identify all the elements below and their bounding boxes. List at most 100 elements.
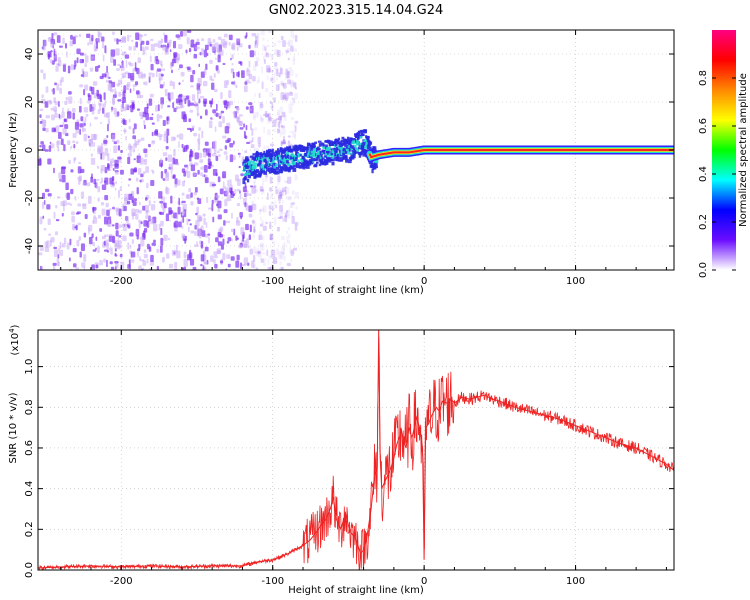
noise-blob <box>143 253 148 259</box>
noise-blob <box>180 212 183 218</box>
snr-scale-exp: 4 <box>8 328 16 333</box>
noise-blob <box>72 263 77 268</box>
noise-blob <box>198 63 201 68</box>
noise-blob <box>237 116 241 124</box>
noise-blob <box>78 175 82 182</box>
noise-blob <box>149 116 154 121</box>
noise-blob <box>279 210 283 219</box>
signal-blob <box>252 153 256 156</box>
noise-blob <box>223 220 226 226</box>
noise-blob <box>285 98 289 101</box>
noise-blob <box>238 244 243 249</box>
noise-blob <box>277 115 282 121</box>
noise-blob <box>50 237 55 243</box>
noise-blob <box>282 199 284 205</box>
noise-blob <box>136 187 139 195</box>
signal-blob <box>326 153 330 158</box>
noise-blob <box>128 46 132 51</box>
noise-blob <box>225 268 228 270</box>
noise-blob <box>289 91 293 95</box>
signal-blob <box>345 151 348 155</box>
signal-blob <box>346 144 350 149</box>
noise-blob <box>206 196 209 204</box>
noise-blob <box>249 185 254 188</box>
noise-blob <box>99 228 103 232</box>
signal-blob <box>258 162 262 167</box>
noise-blob <box>252 75 256 82</box>
signal-blob <box>242 178 247 181</box>
noise-blob <box>197 198 202 204</box>
noise-blob <box>287 226 290 231</box>
noise-blob <box>145 113 149 121</box>
noise-blob <box>196 102 199 111</box>
noise-blob <box>46 240 50 248</box>
noise-blob <box>279 67 283 75</box>
noise-blob <box>94 116 98 120</box>
noise-blob <box>160 237 164 246</box>
noise-blob <box>185 194 190 199</box>
noise-blob <box>83 53 87 56</box>
noise-blob <box>109 247 113 251</box>
noise-blob <box>216 150 220 154</box>
signal-blob <box>280 169 284 174</box>
noise-blob <box>102 54 105 62</box>
noise-blob <box>142 267 145 270</box>
noise-blob <box>152 170 155 174</box>
signal-blob <box>247 174 251 179</box>
noise-blob <box>39 145 42 148</box>
noise-blob <box>211 183 217 187</box>
noise-blob <box>195 225 199 230</box>
noise-blob <box>124 54 130 59</box>
noise-blob <box>160 227 163 236</box>
noise-blob <box>45 115 51 119</box>
noise-blob <box>183 251 187 259</box>
signal-blob <box>257 173 262 178</box>
noise-blob <box>88 227 90 235</box>
signal-blob <box>314 141 317 144</box>
noise-blob <box>101 208 106 216</box>
noise-blob <box>181 181 185 187</box>
noise-blob <box>110 266 115 270</box>
noise-blob <box>242 186 247 193</box>
noise-blob <box>254 40 257 49</box>
noise-blob <box>249 50 255 58</box>
noise-blob <box>153 239 156 243</box>
noise-blob <box>66 192 70 200</box>
noise-blob <box>209 147 212 154</box>
noise-blob <box>278 201 281 204</box>
noise-blob <box>262 207 265 211</box>
noise-blob <box>178 93 183 97</box>
signal-blob <box>333 141 336 145</box>
noise-blob <box>250 122 252 131</box>
signal-blob <box>360 150 364 155</box>
noise-blob <box>62 200 67 207</box>
noise-blob <box>79 251 82 258</box>
noise-blob <box>285 70 290 76</box>
noise-blob <box>288 103 293 109</box>
noise-blob <box>92 81 98 86</box>
noise-blob <box>170 61 173 69</box>
noise-blob <box>173 137 177 140</box>
noise-blob <box>109 158 112 167</box>
noise-blob <box>182 147 186 153</box>
noise-blob <box>140 221 143 225</box>
noise-blob <box>125 103 130 110</box>
noise-blob <box>143 119 146 126</box>
noise-blob <box>78 161 82 165</box>
noise-blob <box>286 262 291 267</box>
signal-blob <box>310 156 314 161</box>
noise-blob <box>212 38 216 43</box>
noise-blob <box>244 150 248 154</box>
noise-blob <box>154 130 159 136</box>
noise-blob <box>53 211 56 219</box>
noise-blob <box>215 112 219 117</box>
noise-blob <box>110 107 113 113</box>
noise-blob <box>168 163 174 170</box>
noise-blob <box>281 141 287 145</box>
signal-blob <box>263 155 267 160</box>
noise-blob <box>212 140 217 148</box>
signal-blob <box>306 149 309 154</box>
noise-blob <box>143 124 146 130</box>
signal-blob <box>302 163 305 168</box>
signal-blob <box>259 154 264 159</box>
